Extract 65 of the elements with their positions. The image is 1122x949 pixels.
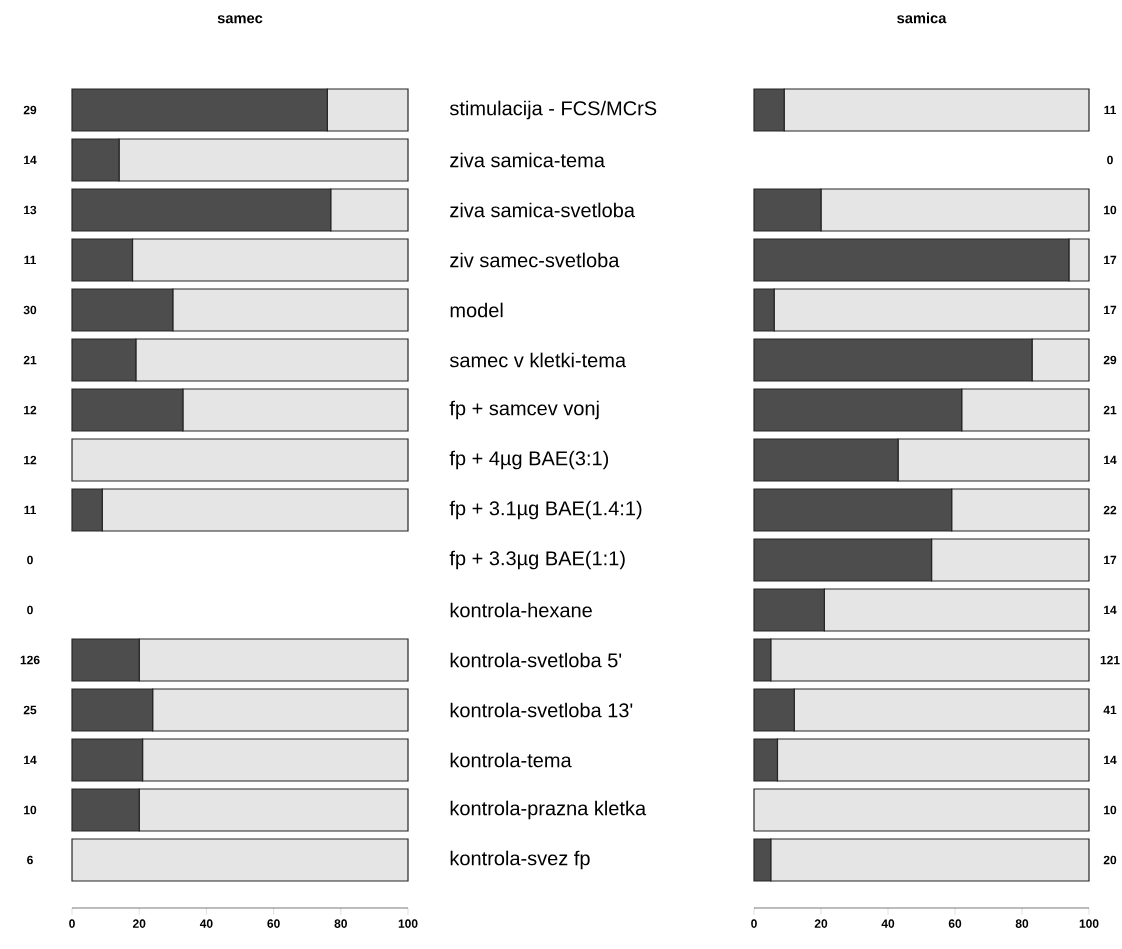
text: 10 [1104, 805, 1117, 815]
text: 0 [27, 555, 33, 565]
x-tick-label: 100 [1079, 919, 1099, 928]
x-tick-label: 80 [334, 919, 347, 928]
x-tick-label: 100 [398, 919, 418, 928]
text: 17 [1104, 255, 1117, 265]
bar [753, 788, 1090, 832]
text: 126 [20, 655, 40, 665]
chart-title: samica [897, 12, 947, 24]
bar [71, 438, 409, 482]
text: 14 [1104, 455, 1117, 465]
text: 14 [24, 755, 37, 765]
text: 11 [24, 505, 37, 515]
text: 20 [1103, 855, 1117, 865]
y-tick-label: kontrola-prazna kletka [450, 800, 647, 820]
text: 12 [24, 405, 37, 415]
x-tick-label: 0 [751, 919, 757, 928]
text: 14 [1104, 755, 1117, 765]
text: 10 [24, 805, 37, 815]
y-tick-label: fp + 3.1µg BAE(1.4:1) [449, 500, 642, 520]
text: 30 [23, 305, 37, 315]
text: 0 [27, 605, 33, 615]
x-tick-label: 20 [132, 919, 146, 928]
x-tick-label: 20 [814, 919, 828, 928]
text: 12 [24, 455, 37, 465]
text: 14 [1104, 605, 1117, 615]
y-tick-label: stimulacija - FCS/MCrS [449, 100, 657, 120]
y-tick-label: kontrola-svetloba 5' [450, 652, 622, 668]
y-tick-label: kontrola-svetloba 13' [450, 702, 633, 718]
x-tick-label: 60 [948, 919, 962, 928]
text: 11 [24, 255, 37, 265]
text: 10 [1104, 205, 1117, 215]
text: 17 [1104, 305, 1117, 315]
text: 41 [1103, 705, 1117, 715]
text: 13 [24, 205, 37, 215]
text: 0 [1107, 155, 1113, 165]
bar [71, 838, 409, 882]
text: 6 [27, 855, 33, 865]
x-tick-label: 60 [267, 919, 280, 928]
text: 21 [23, 355, 37, 365]
x-tick-label: 0 [69, 919, 75, 928]
y-tick-label: ziva samica-svetloba [450, 202, 635, 218]
y-tick-label: model [450, 302, 503, 318]
text: 11 [1104, 105, 1117, 115]
text: 29 [1103, 355, 1117, 365]
text: 21 [1103, 405, 1117, 415]
y-tick-label: ziv samec-svetloba [450, 252, 620, 268]
y-tick-label: ziva samica-tema [450, 152, 605, 168]
text: 121 [1100, 655, 1120, 665]
text: 22 [1103, 505, 1117, 515]
text: 14 [24, 155, 37, 165]
x-tick-label: 40 [199, 919, 213, 928]
chart-title: samec [217, 15, 263, 24]
y-tick-label: fp + samcev vonj [449, 400, 599, 420]
y-tick-label: samec v kletki-tema [449, 352, 627, 368]
y-tick-label: kontrola-tema [450, 752, 572, 768]
y-tick-label: fp + 3.3µg BAE(1:1) [449, 550, 625, 570]
y-tick-label: fp + 4µg BAE(3:1) [449, 450, 609, 470]
y-tick-label: kontrola-hexane [450, 602, 592, 618]
x-tick-label: 40 [881, 919, 895, 928]
text: 17 [1104, 555, 1117, 565]
text: 25 [23, 705, 37, 715]
x-tick-label: 80 [1015, 919, 1029, 928]
text: 29 [23, 105, 37, 115]
y-tick-label: kontrola-svez fp [450, 850, 590, 870]
